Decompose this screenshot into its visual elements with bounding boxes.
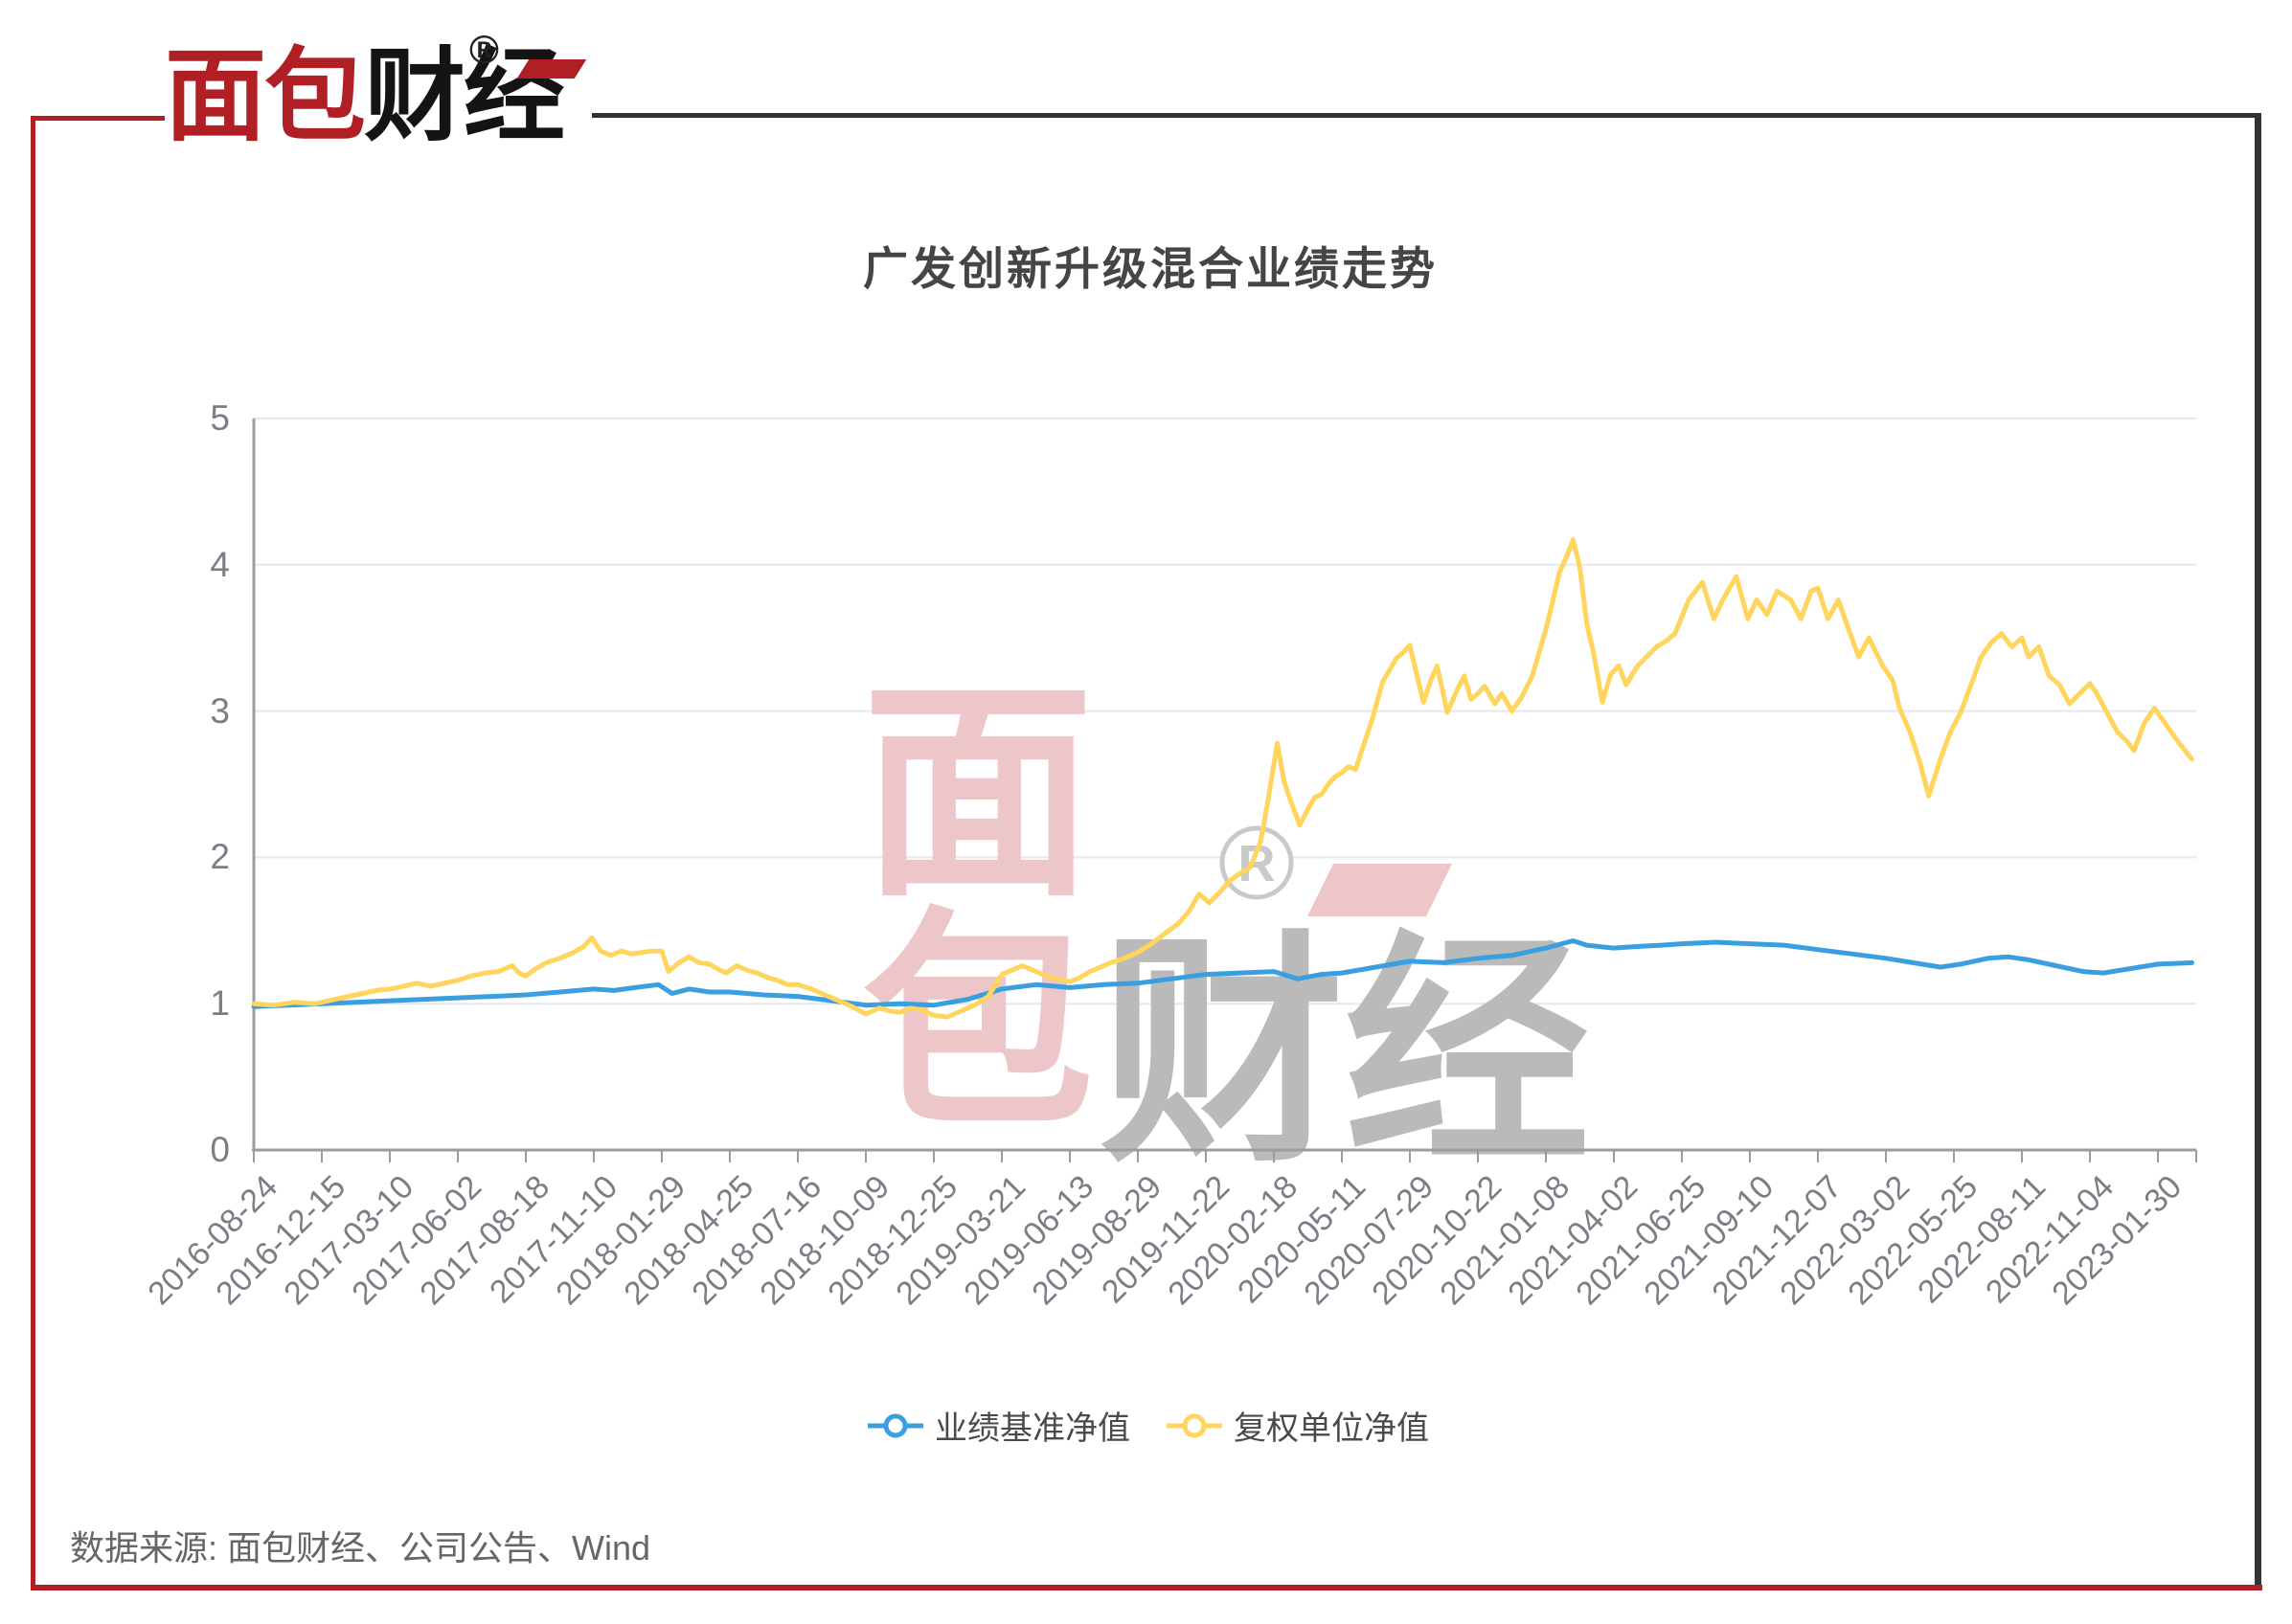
legend-marker-ring [1182,1413,1207,1437]
chart-legend: 业绩基准净值 复权单位净值 [868,1402,1429,1449]
mianbao-caijing-logo: 面包财经 ® [165,25,644,169]
watermark-char-mian: 面 [862,665,1094,923]
series-line-业绩基准净值 [251,938,2194,1009]
legend-item-业绩基准净值: 业绩基准净值 [868,1402,1130,1449]
gridlines [254,417,2196,1005]
y-axis-tick-label: 0 [210,1130,230,1169]
registered-trademark-icon: ® [469,27,499,72]
y-axis-tick-label: 2 [210,837,230,877]
y-axis-tick-label: 4 [210,544,230,584]
page-border-top-dark [592,113,2255,118]
legend-marker-icon [1167,1413,1222,1437]
legend-item-复权单位净值: 复权单位净值 [1167,1402,1429,1449]
page-border-right [2255,113,2261,1585]
watermark-char-bao: 包 [862,894,1094,1153]
page-border-top-red [31,116,165,121]
legend-label: 业绩基准净值 [935,1410,1130,1447]
y-axis-tick-label: 1 [210,983,230,1024]
y-axis-tick-label: 5 [210,398,230,438]
data-source-note: 数据来源: 面包财经、公司公告、Wind [70,1528,651,1568]
legend-marker-icon [868,1413,923,1437]
series-line-复权单位净值 [251,537,2194,1020]
logo-text-red: 面包 [165,40,366,153]
y-axis-tick-label: 3 [210,690,230,731]
data-series [251,537,2194,1020]
page-border-left [31,116,35,1590]
legend-marker-ring [883,1413,908,1437]
axes [252,418,2197,1162]
logo-text-dark: 财经 [364,40,565,153]
legend-label: 复权单位净值 [1234,1410,1429,1447]
watermark-registered-ring [1219,825,1294,900]
watermark-logo: 面 包 财经 R [862,665,1590,1190]
chart-title: 广发创新升级混合业绩走势 [863,243,1438,294]
watermark-red-slash [1307,864,1452,916]
watermark-registered-r: R [1238,835,1276,892]
page-border-bottom [31,1585,2262,1590]
watermark-text-caijing: 财经 [1100,916,1590,1190]
